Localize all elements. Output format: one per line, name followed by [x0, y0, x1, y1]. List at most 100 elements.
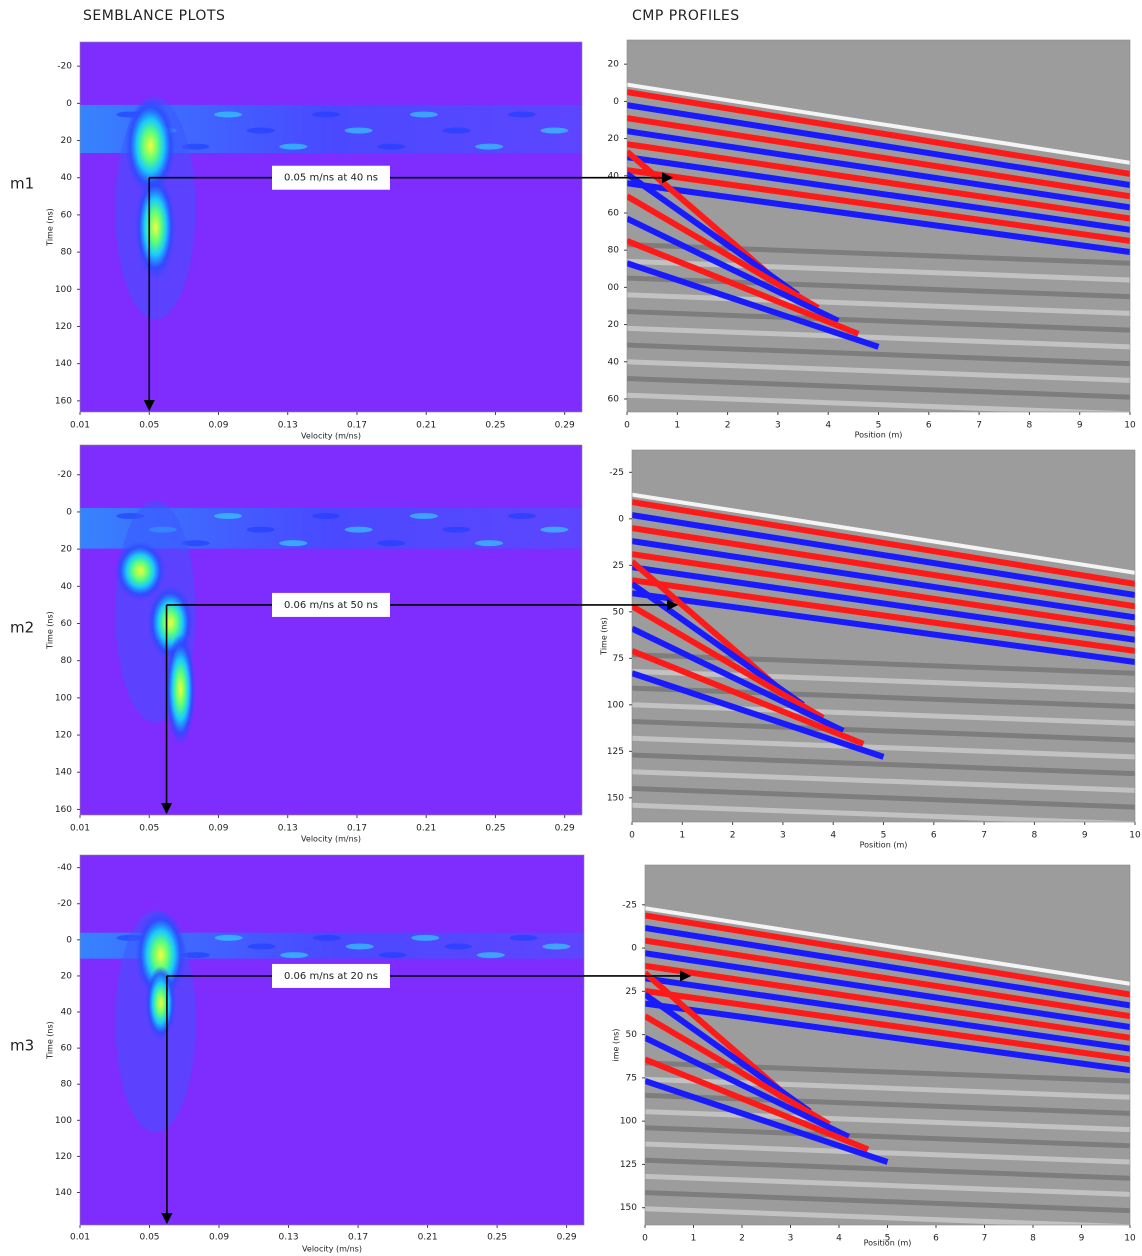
y-tick-label: 20: [61, 545, 73, 555]
profile-shade: [645, 1206, 1130, 1225]
annotation-box: [272, 963, 390, 988]
profile-reflector: [645, 950, 1130, 1030]
profile-diffraction: [627, 238, 860, 337]
y-tick-label: 100: [55, 693, 72, 703]
semblance-speckle: [542, 943, 571, 950]
y-tick-label: 150: [607, 793, 624, 803]
y-tick-label: 120: [55, 1152, 72, 1162]
profile-shade: [632, 668, 1135, 693]
profile-diffraction: [645, 1013, 831, 1127]
plot-area: [80, 445, 582, 815]
x-tick-label: 5: [881, 831, 887, 841]
y-tick-label: 0: [613, 97, 619, 107]
x-tick-label: 0.17: [347, 824, 367, 834]
profile-reflector: [627, 89, 1130, 177]
x-tick-label: 0.17: [348, 1233, 368, 1243]
y-tick-label: 60: [61, 1044, 73, 1054]
y-tick-label: 140: [55, 359, 72, 369]
plot-frame: [79, 444, 583, 816]
x-tick-label: 0.29: [557, 1233, 577, 1243]
y-tick-label: 120: [55, 731, 72, 741]
profile-reflector: [645, 925, 1130, 1009]
profile-reflector: [627, 154, 1130, 233]
semblance-speckle: [507, 513, 536, 520]
y-tick-label: 80: [61, 248, 73, 258]
x-tick-label: 10: [1124, 1234, 1136, 1244]
profile-reflector: [627, 180, 1130, 256]
y-axis-title: Time (ns): [46, 611, 55, 650]
plot-area: [645, 865, 1130, 1225]
semblance-speckle: [411, 934, 440, 941]
profile-reflector: [632, 499, 1135, 587]
x-tick-label: 3: [788, 1234, 794, 1244]
profile-reflector: [632, 551, 1135, 632]
y-axis-title: Time (ns): [600, 617, 609, 656]
y-tick-label: 100: [607, 700, 624, 710]
x-tick-label: 0.05: [139, 1233, 159, 1243]
y-tick-label: 100: [55, 285, 72, 295]
x-tick-label: 9: [1079, 1234, 1085, 1244]
x-tick-label: 8: [1030, 1234, 1036, 1244]
semblance-speckle: [409, 111, 438, 118]
x-tick-label: 6: [931, 831, 937, 841]
x-tick-label: 0.13: [278, 824, 298, 834]
profile-shade: [632, 719, 1135, 743]
semblance-speckle: [344, 526, 373, 533]
semblance-speckle: [475, 540, 504, 547]
semblance-peak: [145, 966, 176, 1040]
x-tick-label: 0.25: [485, 824, 505, 834]
profile-diffraction: [632, 603, 825, 721]
profile-diffraction: [632, 625, 845, 734]
y-tick-label: 20: [608, 134, 620, 144]
annotation-box: [272, 592, 390, 617]
profile-shade: [645, 1109, 1130, 1133]
x-tick-label: 4: [825, 421, 831, 431]
profile-reflector: [632, 590, 1135, 666]
y-tick-label: -25: [622, 900, 637, 910]
semblance-speckle: [507, 111, 536, 118]
semblance-peak: [125, 97, 176, 194]
x-tick-label: 5: [876, 421, 882, 431]
semblance-speckle: [345, 943, 374, 950]
y-axis-title: Time (ns): [46, 208, 55, 247]
semblance-speckle: [378, 952, 407, 959]
semblance-speckle: [246, 526, 275, 533]
x-axis-title: Velocity (m/ns): [301, 835, 361, 844]
column-title: SEMBLANCE PLOTS: [83, 8, 225, 24]
profile-shade: [627, 392, 1130, 412]
semblance-peak: [135, 910, 186, 1000]
profile-shade: [632, 786, 1135, 810]
y-tick-label: 75: [613, 654, 624, 664]
profile-shade: [645, 1076, 1130, 1100]
x-axis-title: Position (m): [855, 431, 903, 440]
x-tick-label: 7: [982, 1234, 988, 1244]
profile-reflector: [627, 141, 1130, 222]
y-axis-title: Time (ns): [46, 1021, 55, 1060]
plot-frame: [79, 854, 585, 1226]
row-label: m2: [10, 619, 34, 637]
column-title: CMP PROFILES: [632, 8, 740, 24]
profile-reflector: [632, 525, 1135, 610]
y-tick-label: 20: [608, 320, 620, 330]
y-tick-label: 0: [66, 935, 72, 945]
profile-reflector: [645, 962, 1130, 1041]
semblance-peak: [135, 175, 176, 279]
annotation-text: 0.06 m/ns at 20 ns: [284, 971, 378, 982]
annotation-text: 0.06 m/ns at 50 ns: [284, 600, 378, 611]
profile-reflector: [627, 102, 1130, 189]
profile-diffraction: [627, 260, 880, 350]
x-tick-label: 0.25: [487, 1233, 507, 1243]
semblance-speckle: [214, 513, 243, 520]
plot-frame: [79, 41, 583, 413]
profile-reflector: [632, 538, 1135, 621]
profile-shade: [627, 292, 1130, 316]
semblance-speckle: [377, 540, 406, 547]
profile-diffraction: [627, 171, 800, 298]
profile-surface: [645, 906, 1130, 986]
profile-diffraction: [632, 648, 865, 747]
y-tick-label: -20: [57, 899, 72, 909]
semblance-peak: [165, 633, 196, 745]
x-axis-title: Velocity (m/ns): [301, 432, 361, 441]
x-tick-label: 8: [1027, 421, 1033, 431]
